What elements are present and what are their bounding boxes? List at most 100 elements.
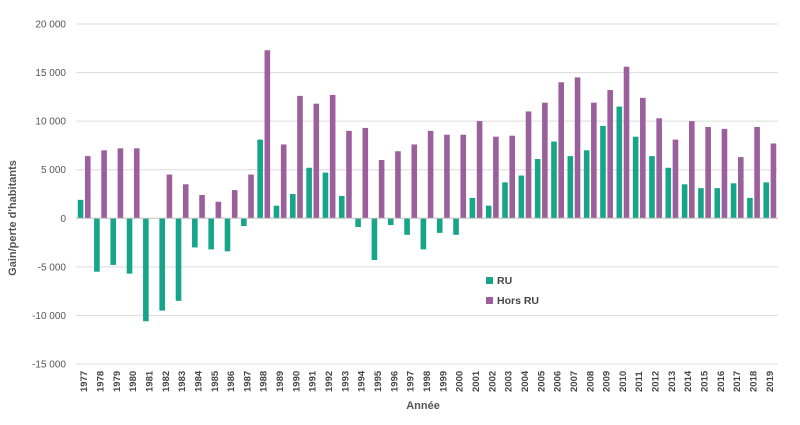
bar-ru-2007 <box>567 156 574 219</box>
bar-ru-1989 <box>273 205 280 219</box>
x-tick-label: 2016 <box>716 371 727 392</box>
bar-ru-2017 <box>730 183 737 219</box>
x-tick-label: 1989 <box>275 371 286 392</box>
bar-ru-1992 <box>322 172 329 219</box>
x-tick-label: 2009 <box>602 371 613 392</box>
bar-hors-ru-1988 <box>264 50 271 219</box>
bar-ru-2003 <box>502 182 508 219</box>
bar-ru-1993 <box>338 195 345 219</box>
x-tick-label: 1984 <box>193 370 204 392</box>
bar-ru-1988 <box>257 139 263 219</box>
y-axis-title: Gain/perte d'habitants <box>7 160 19 276</box>
bar-ru-2000 <box>453 218 459 235</box>
y-tick-label: 5 000 <box>41 165 66 176</box>
y-tick-label: 15 000 <box>35 68 66 79</box>
x-tick-label: 1988 <box>259 371 270 392</box>
bar-hors-ru-1993 <box>346 130 352 219</box>
legend-swatch-hors-ru <box>486 297 493 304</box>
bar-ru-2008 <box>583 150 590 219</box>
bar-hors-ru-2002 <box>493 136 499 219</box>
x-tick-label: 1994 <box>357 370 368 392</box>
bar-ru-1987 <box>241 218 247 227</box>
bar-ru-1984 <box>192 218 198 248</box>
x-tick-label: 2018 <box>749 371 760 392</box>
bar-ru-1983 <box>175 218 182 301</box>
x-tick-label: 2010 <box>618 371 629 392</box>
bar-hors-ru-1983 <box>182 184 189 219</box>
y-tick-label: -15 000 <box>32 360 66 371</box>
bar-hors-ru-2010 <box>623 66 630 219</box>
legend-label-hors-ru: Hors RU <box>497 295 539 307</box>
x-tick-label: 2003 <box>504 371 515 392</box>
bar-hors-ru-2004 <box>525 111 532 219</box>
bar-ru-2016 <box>714 188 721 219</box>
x-axis-title: Année <box>406 400 440 412</box>
bar-ru-1994 <box>355 218 361 228</box>
x-tick-label: 2006 <box>553 371 564 392</box>
bar-hors-ru-2007 <box>574 77 581 219</box>
bar-hors-ru-2008 <box>591 102 597 219</box>
bar-ru-2006 <box>551 141 557 219</box>
legend-swatch-ru <box>486 277 493 284</box>
x-tick-label: 1999 <box>438 371 449 392</box>
bar-hors-ru-2016 <box>721 128 728 219</box>
x-tick-label: 1997 <box>406 371 417 392</box>
bar-hors-ru-2014 <box>689 121 695 219</box>
x-tick-label: 1993 <box>340 371 351 392</box>
y-tick-label: 20 000 <box>35 20 66 31</box>
bar-ru-1999 <box>436 218 443 233</box>
bar-ru-1985 <box>208 218 214 250</box>
bar-ru-1986 <box>224 218 231 252</box>
x-tick-label: 2017 <box>732 371 743 392</box>
bar-hors-ru-1995 <box>378 160 385 219</box>
bar-hors-ru-2009 <box>607 90 613 219</box>
bar-hors-ru-2003 <box>509 135 516 219</box>
x-tick-label: 1987 <box>242 371 253 392</box>
x-tick-label: 1982 <box>161 371 172 392</box>
bar-hors-ru-1994 <box>362 127 369 219</box>
bar-hors-ru-1991 <box>313 103 320 219</box>
y-axis-ticks: 20 000 15 000 10 000 5 000 0 -5 000 -10 000 -15… <box>32 20 66 371</box>
bar-hors-ru-1996 <box>395 151 401 219</box>
x-tick-label: 2004 <box>520 370 531 392</box>
bar-ru-2010 <box>616 106 623 219</box>
y-tick-label: -5 000 <box>38 262 67 273</box>
bar-hors-ru-1992 <box>329 94 336 219</box>
bar-hors-ru-2000 <box>460 134 467 219</box>
x-tick-label: 2015 <box>700 370 711 392</box>
legend: RU Hors RU <box>486 275 539 307</box>
bar-ru-2011 <box>632 136 639 219</box>
bar-hors-ru-1989 <box>280 144 287 219</box>
bar-ru-2019 <box>763 182 770 219</box>
bar-ru-1991 <box>306 167 312 219</box>
bar-hors-ru-1982 <box>166 174 173 219</box>
x-tick-label: 2011 <box>634 371 645 392</box>
bar-ru-2005 <box>534 159 541 219</box>
x-tick-label: 1983 <box>177 371 188 392</box>
x-tick-label: 1985 <box>210 370 221 392</box>
bar-hors-ru-2012 <box>656 118 662 219</box>
x-tick-label: 1995 <box>373 370 384 392</box>
bar-hors-ru-2001 <box>476 121 483 219</box>
bar-ru-1982 <box>159 218 165 311</box>
y-tick-label: 10 000 <box>35 117 66 128</box>
bar-hors-ru-1977 <box>84 156 91 219</box>
x-tick-label: 1977 <box>79 371 90 392</box>
x-tick-label: 2007 <box>569 371 580 392</box>
bar-hors-ru-2019 <box>770 143 777 219</box>
bar-hors-ru-1984 <box>199 194 205 219</box>
bar-hors-ru-2018 <box>754 126 760 219</box>
bar-ru-1996 <box>387 218 394 226</box>
x-tick-label: 1992 <box>324 371 335 392</box>
x-tick-label: 1991 <box>308 370 319 392</box>
bar-hors-ru-2006 <box>558 82 564 219</box>
bar-hors-ru-1979 <box>117 148 124 219</box>
bar-ru-2009 <box>600 126 606 219</box>
x-tick-label: 2002 <box>487 371 498 392</box>
bar-ru-1978 <box>94 218 100 272</box>
x-tick-label: 1978 <box>95 371 106 392</box>
bar-ru-2001 <box>469 197 476 219</box>
x-tick-label: 2005 <box>536 370 547 392</box>
bar-ru-2004 <box>518 175 525 219</box>
